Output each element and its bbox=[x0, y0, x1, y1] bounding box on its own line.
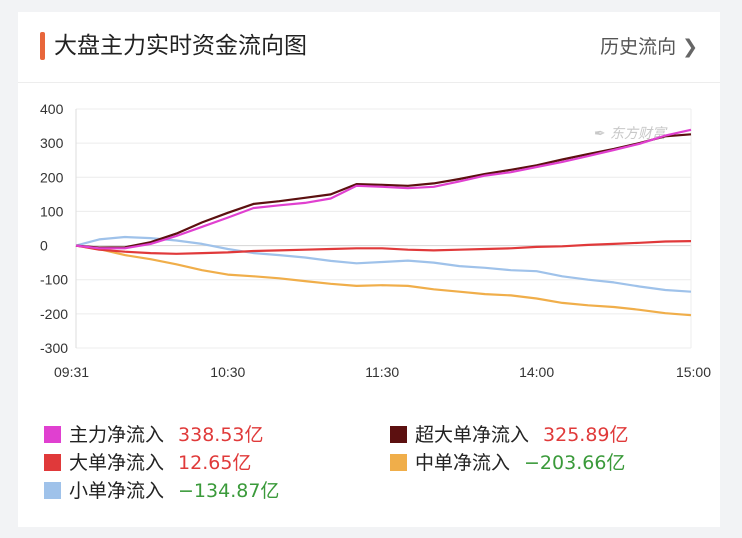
y-tick-label: 100 bbox=[40, 203, 64, 219]
title-accent-bar bbox=[40, 32, 45, 60]
fund-flow-card: 大盘主力实时资金流向图 历史流向 ❯ 400 300 200 100 0 -100 -200 -… bbox=[18, 12, 720, 527]
watermark-text: ✒ 东方财富 bbox=[594, 126, 668, 142]
chevron-right-icon: ❯ bbox=[682, 36, 698, 58]
page-title: 大盘主力实时资金流向图 bbox=[54, 33, 307, 59]
history-flow-link[interactable]: 历史流向 ❯ bbox=[600, 33, 698, 61]
card-header: 大盘主力实时资金流向图 历史流向 ❯ bbox=[18, 12, 720, 83]
x-tick-label: 15:00 bbox=[676, 364, 711, 380]
y-tick-label: 0 bbox=[40, 238, 48, 254]
x-tick-label: 10:30 bbox=[210, 364, 245, 380]
y-tick-label: -100 bbox=[40, 272, 68, 288]
fund-flow-chart: 400 300 200 100 0 -100 -200 -300 09:31 10:30 11:30… bbox=[40, 101, 711, 380]
series-line bbox=[75, 244, 692, 317]
y-tick-label: 200 bbox=[40, 169, 64, 185]
x-tick-label: 14:00 bbox=[519, 364, 554, 380]
series-line bbox=[75, 133, 692, 249]
history-flow-label: 历史流向 bbox=[600, 36, 677, 58]
x-tick-label: 11:30 bbox=[365, 364, 399, 380]
y-tick-label: 300 bbox=[40, 135, 64, 151]
series-line bbox=[75, 235, 692, 293]
series-line bbox=[75, 240, 692, 255]
y-tick-label: -300 bbox=[40, 340, 68, 356]
series-line bbox=[75, 128, 692, 250]
y-tick-label: -200 bbox=[40, 306, 68, 322]
x-tick-label: 09:31 bbox=[54, 364, 89, 380]
y-tick-label: 400 bbox=[40, 101, 64, 117]
